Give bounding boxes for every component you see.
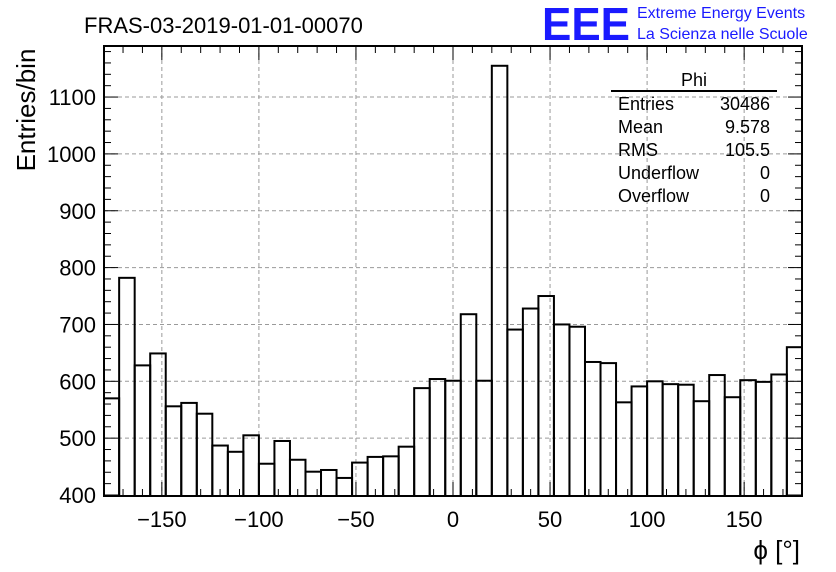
x-tick-label: 150 (726, 507, 763, 532)
histogram-bar (242, 434, 260, 497)
eee-brand: EEE Extreme Energy Events La Scienza nel… (542, 0, 808, 50)
stat-label: Underflow (618, 163, 700, 183)
histogram-bar (677, 383, 695, 497)
histogram-bar (226, 450, 245, 498)
grid (104, 46, 802, 496)
axes (103, 45, 803, 497)
histogram-bar (211, 444, 229, 497)
histogram-bar (490, 64, 509, 497)
stat-label: Overflow (618, 186, 690, 206)
histogram-bar (708, 374, 726, 498)
y-tick-label: 1100 (49, 85, 96, 110)
histogram-bar (459, 313, 478, 498)
y-tick-label: 1000 (47, 142, 96, 167)
x-tick-label: −100 (234, 507, 284, 532)
histogram-bar (195, 412, 214, 497)
stat-value: 0 (760, 186, 770, 206)
stats-name: Phi (681, 70, 707, 90)
histogram-bar (770, 373, 788, 497)
histogram-bar (133, 364, 152, 497)
histogram-bar (537, 295, 555, 497)
histogram-bar (692, 400, 711, 498)
y-tick-label: 800 (59, 256, 96, 281)
y-tick-label: 600 (59, 369, 96, 394)
y-tick-label: 700 (59, 312, 96, 337)
histogram-bar (382, 455, 400, 498)
histogram-bar (320, 468, 338, 497)
y-axis-label: Entries/bin (11, 49, 41, 172)
stat-value: 0 (760, 163, 770, 183)
histogram-bar (583, 360, 602, 498)
stat-value: 30486 (720, 94, 770, 114)
histogram-bar (568, 325, 586, 497)
stat-label: RMS (618, 140, 658, 160)
y-tick-label: 400 (59, 483, 96, 508)
x-axis-label: ϕ [°] (753, 535, 800, 565)
stats-rows: Entries 30486 Mean 9.578 RMS 105.5 Underflow 0 O… (618, 94, 770, 206)
histogram-bar (506, 328, 524, 497)
histogram-bar (397, 445, 416, 497)
chart-title: FRAS-03-2019-01-01-00070 (84, 13, 363, 38)
histogram-bar (413, 387, 431, 498)
histogram-bar (351, 461, 369, 497)
x-tick-label: −150 (137, 507, 187, 532)
eee-logo: EEE (542, 0, 630, 50)
histogram-bar (103, 397, 121, 498)
histogram-bar (723, 396, 742, 497)
histogram-bar (273, 439, 291, 497)
histogram-bar (521, 307, 540, 498)
stat-label: Entries (618, 94, 674, 114)
histogram-bar (118, 276, 136, 498)
histogram-bar (615, 401, 633, 497)
brand-line-2: La Scienza nelle Scuole (637, 26, 808, 43)
histogram-bar (335, 476, 354, 498)
x-tick-label: 50 (538, 507, 562, 532)
y-tick-label: 500 (59, 426, 96, 451)
y-tick-label: 900 (59, 199, 96, 224)
x-tick-label: 100 (629, 507, 666, 532)
histogram-bar (428, 378, 447, 497)
histogram-bar (630, 385, 649, 498)
tick-labels: −150 −100 −50 0 50 100 150 400 500 600 700 800 900 10… (47, 85, 762, 532)
x-tick-label: 0 (447, 507, 459, 532)
brand-line-1: Extreme Energy Events (637, 5, 805, 22)
stat-value: 105.5 (725, 140, 770, 160)
histogram-bar (149, 352, 167, 498)
x-tick-label: −50 (337, 507, 374, 532)
histogram-bar (257, 462, 276, 498)
histogram-bar (180, 401, 198, 498)
stat-value: 9.578 (725, 117, 770, 137)
histogram-bar (304, 470, 323, 497)
stat-label: Mean (618, 117, 663, 137)
histogram-bar (661, 383, 680, 497)
histogram-bar (552, 323, 571, 498)
histogram-bar (754, 380, 773, 497)
stats-box: Phi Entries 30486 Mean 9.578 RMS 105.5 Underfl… (611, 70, 777, 206)
histogram-bar (599, 362, 618, 497)
histogram-bar (164, 405, 183, 497)
